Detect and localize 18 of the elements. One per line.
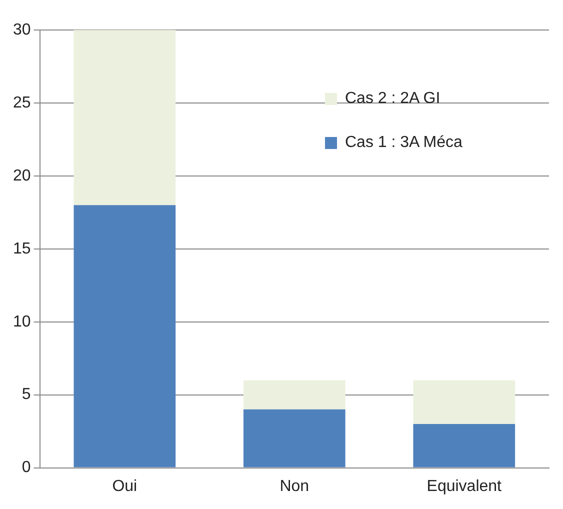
y-tick-label: 30 — [13, 21, 31, 38]
y-tick-label: 10 — [13, 313, 31, 330]
x-tick-label: Non — [280, 478, 310, 495]
bar — [413, 380, 516, 424]
bar — [243, 409, 346, 468]
y-tick-label: 5 — [22, 386, 31, 404]
legend-label: Cas 1 : 3A Méca — [345, 134, 462, 152]
bar — [74, 30, 176, 206]
legend-label: Cas 2 : 2A GI — [345, 90, 440, 108]
y-tick-label: 25 — [13, 94, 31, 112]
y-tick-label: 0 — [22, 459, 31, 476]
y-tick-label: 20 — [13, 167, 31, 184]
y-tick-label: 15 — [13, 240, 31, 258]
x-tick-label: Equivalent — [426, 478, 502, 495]
x-tick-label: Oui — [112, 478, 138, 495]
bar — [243, 380, 346, 410]
bar — [74, 205, 176, 468]
bar — [413, 424, 516, 468]
